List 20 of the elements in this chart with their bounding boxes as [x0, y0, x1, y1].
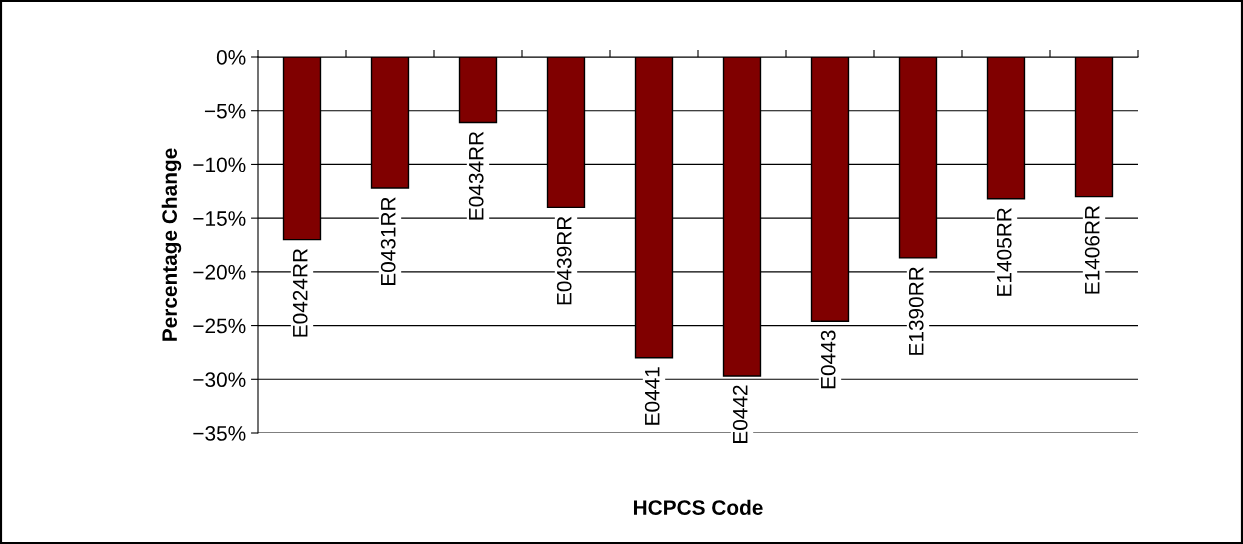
x-tick-label: E1406RR: [1084, 205, 1100, 294]
x-tick-label: E0443: [820, 330, 836, 389]
x-tick-label: E0424RR: [292, 248, 308, 337]
x-tick-label: E0441: [644, 367, 660, 425]
y-axis-title: Percentage Change: [161, 148, 182, 341]
y-tick-label: −30%: [193, 372, 246, 388]
x-tick-label: E1390RR: [908, 267, 924, 355]
y-tick-label: −25%: [193, 318, 246, 334]
x-tick-label: E0442: [732, 385, 748, 443]
y-tick-label: −15%: [193, 211, 246, 226]
x-tick-label: E0439RR: [556, 216, 572, 305]
x-tick-label: E0431RR: [380, 197, 396, 286]
y-tick-label: −10%: [193, 157, 246, 173]
y-tick-label: 0%: [216, 50, 246, 65]
x-axis-title: HCPCS Code: [633, 499, 763, 515]
x-tick-label: E1405RR: [996, 208, 1012, 296]
y-tick-label: −20%: [193, 264, 246, 280]
y-tick-label: −5%: [204, 103, 246, 119]
x-tick-label: E0434RR: [468, 131, 484, 220]
y-tick-label: −35%: [193, 426, 246, 441]
